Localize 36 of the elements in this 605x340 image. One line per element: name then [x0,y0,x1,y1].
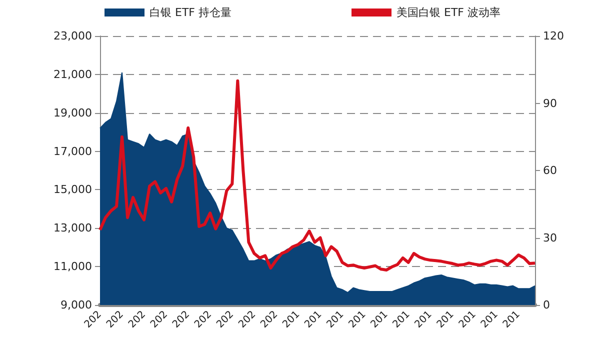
x-tick-label: 202 [192,309,214,330]
y2-tick-label: 60 [543,164,557,177]
y2-tick-label: 0 [543,298,550,312]
y-tick-label: 17,000 [54,144,92,158]
x-tick-label: 201 [346,309,368,330]
x-tick-label: 201 [302,309,324,330]
y2-tick-label: 90 [543,96,557,110]
x-tick-label: 202 [170,309,192,330]
x-tick-label: 201 [324,309,346,330]
y-tick-label: 21,000 [54,68,92,81]
x-tick-label: 201 [280,309,302,330]
y-tick-label: 15,000 [54,183,92,196]
x-tick-label: 201 [501,309,522,330]
x-tick-label: 201 [479,309,500,330]
y-tick-label: 19,000 [54,106,92,120]
y2-tick-label: 120 [543,30,564,42]
x-tick-label: 201 [413,309,434,330]
x-tick-label: 201 [368,309,390,330]
x-tick-label: 202 [236,309,258,330]
x-tick-label: 201 [435,309,456,330]
x-tick-label: 201 [457,309,478,330]
y2-tick-label: 30 [543,231,557,244]
x-tick-label: 202 [82,309,104,330]
x-tick-label: 202 [104,309,126,330]
y-tick-label: 23,000 [54,30,92,42]
legend-label: 白银 ETF 持仓量 [150,6,232,19]
x-tick-label: 201 [390,309,412,330]
x-tick-label: 202 [148,309,170,330]
y-tick-label: 11,000 [54,260,92,274]
x-tick-label: 202 [214,309,236,330]
x-tick-label: 202 [126,309,148,330]
y-tick-label: 13,000 [54,222,92,235]
y-tick-label: 9,000 [60,298,92,312]
x-tick-label: 202 [258,309,280,330]
line-series [98,79,536,272]
legend-label: 美国白银 ETF 波动率 [396,6,500,19]
